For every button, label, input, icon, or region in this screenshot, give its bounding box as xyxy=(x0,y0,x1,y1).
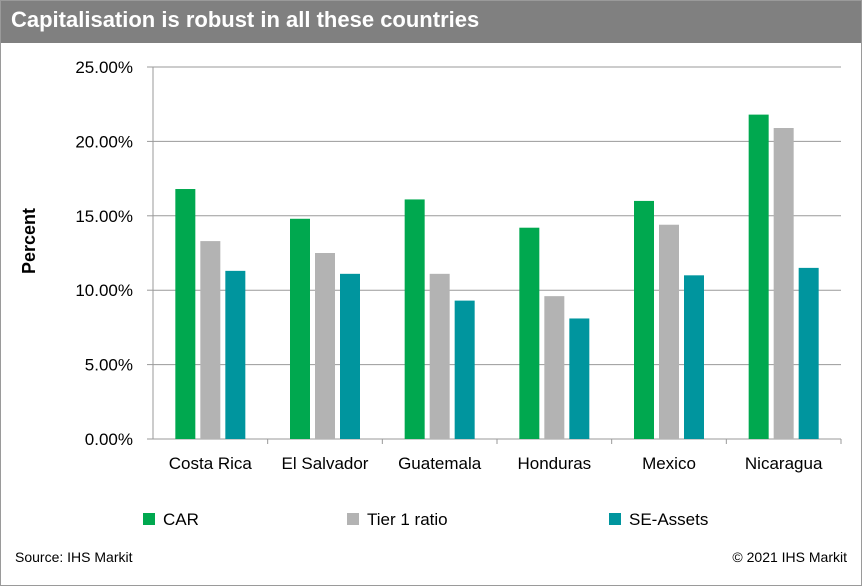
y-tick-label: 5.00% xyxy=(85,356,133,375)
legend-label: Tier 1 ratio xyxy=(367,510,448,529)
bar-se-assets xyxy=(569,318,590,439)
bar-se-assets xyxy=(340,273,360,439)
bar-tier-1-ratio xyxy=(544,296,565,439)
bar-tier-1-ratio xyxy=(659,224,679,439)
bar-tier-1-ratio xyxy=(200,241,221,439)
bar-se-assets xyxy=(684,275,704,439)
x-tick-label: Honduras xyxy=(517,454,591,473)
x-axis-ticks: Costa Rica El Salvador Guatemala Honduras Me… xyxy=(169,454,823,473)
bar-tier-1-ratio xyxy=(429,273,450,439)
legend-swatch xyxy=(609,513,621,525)
copyright-note: © 2021 IHS Markit xyxy=(732,549,847,565)
y-tick-label: 10.00% xyxy=(75,281,133,300)
source-note: Source: IHS Markit xyxy=(15,549,133,565)
bar-se-assets xyxy=(225,270,246,439)
bar-car xyxy=(175,189,196,439)
bar-car xyxy=(748,114,769,439)
y-axis-label: Percent xyxy=(19,208,39,274)
bar-se-assets xyxy=(798,267,819,439)
bar-se-assets xyxy=(454,300,475,439)
x-tick-label: Costa Rica xyxy=(169,454,253,473)
legend-label: SE-Assets xyxy=(629,510,708,529)
y-axis-ticks: 0.00% 5.00% 10.00% 15.00% 20.00% 25.00% xyxy=(75,58,133,449)
x-tick-label: Guatemala xyxy=(398,454,482,473)
legend-swatch xyxy=(347,513,359,525)
legend-swatch xyxy=(143,513,155,525)
bar-tier-1-ratio xyxy=(315,253,335,439)
bar-car xyxy=(519,227,540,439)
bar-car xyxy=(290,218,310,439)
x-tick-label: El Salvador xyxy=(282,454,369,473)
bar-car xyxy=(404,199,425,439)
y-tick-label: 20.00% xyxy=(75,132,133,151)
legend: CAR Tier 1 ratio SE-Assets xyxy=(143,510,708,529)
legend-label: CAR xyxy=(163,510,199,529)
y-tick-label: 25.00% xyxy=(75,58,133,77)
gridlines xyxy=(147,66,842,444)
y-tick-label: 15.00% xyxy=(75,207,133,226)
bar-tier-1-ratio xyxy=(773,128,794,439)
title-bar: Capitalisation is robust in all these co… xyxy=(1,1,861,43)
x-tick-label: Nicaragua xyxy=(745,454,823,473)
x-tick-label: Mexico xyxy=(642,454,696,473)
bars xyxy=(175,114,819,439)
y-tick-label: 0.00% xyxy=(85,430,133,449)
bar-car xyxy=(634,200,654,439)
chart-title: Capitalisation is robust in all these co… xyxy=(11,7,480,32)
bar-chart: 0.00% 5.00% 10.00% 15.00% 20.00% 25.00% Costa… xyxy=(19,58,842,529)
